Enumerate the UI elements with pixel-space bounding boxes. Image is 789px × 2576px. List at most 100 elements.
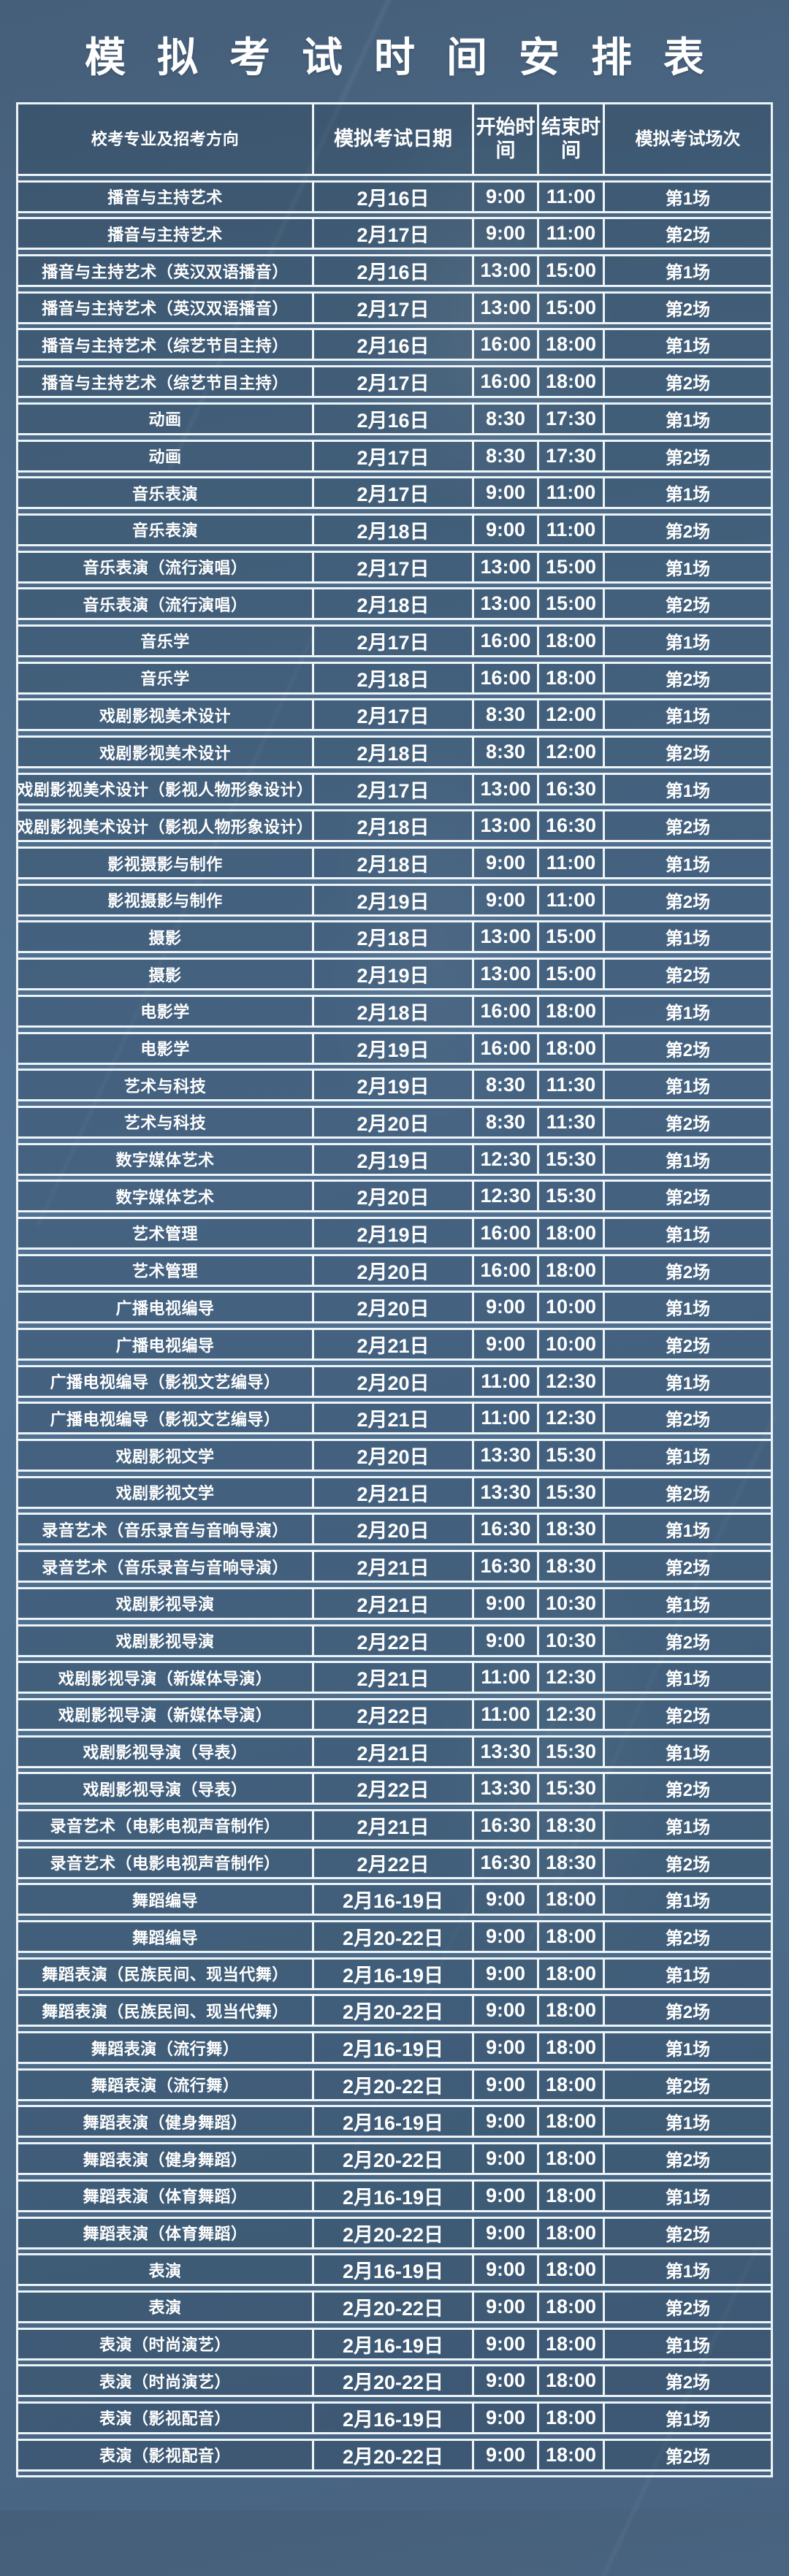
cell-major: 广播电视编导 bbox=[18, 1293, 314, 1322]
cell-date: 2月17日 bbox=[314, 552, 474, 581]
cell-date: 2月20-22日 bbox=[314, 2218, 474, 2247]
table-row: 影视摄影与制作 2月19日 9:00 11:00 第2场 bbox=[18, 883, 771, 917]
table-row: 录音艺术（电影电视声音制作） 2月22日 16:30 18:30 第2场 bbox=[18, 1846, 771, 1879]
table-row: 戏剧影视美术设计 2月18日 8:30 12:00 第2场 bbox=[18, 735, 771, 768]
cell-major: 舞蹈编导 bbox=[18, 1922, 314, 1951]
cell-major: 广播电视编导（影视文艺编导） bbox=[18, 1367, 314, 1396]
cell-date: 2月22日 bbox=[314, 1774, 474, 1803]
cell-end: 18:00 bbox=[539, 1922, 605, 1951]
cell-major: 录音艺术（音乐录音与音响导演） bbox=[18, 1552, 314, 1581]
cell-major: 音乐表演 bbox=[18, 515, 314, 544]
table-row: 舞蹈编导 2月16-19日 9:00 18:00 第1场 bbox=[18, 1883, 771, 1916]
cell-end: 18:00 bbox=[539, 2292, 605, 2321]
table-row: 影视摄影与制作 2月18日 9:00 11:00 第1场 bbox=[18, 846, 771, 880]
table-row: 录音艺术（电影电视声音制作） 2月21日 16:30 18:30 第1场 bbox=[18, 1808, 771, 1842]
cell-session: 第1场 bbox=[665, 1595, 711, 1616]
cell-major: 播音与主持艺术（英汉双语播音） bbox=[18, 293, 314, 322]
cell-major: 广播电视编导（影视文艺编导） bbox=[18, 1404, 314, 1433]
cell-major: 戏剧影视美术设计（影视人物形象设计） bbox=[18, 811, 314, 841]
cell-major: 艺术管理 bbox=[18, 1218, 314, 1247]
cell-start: 16:30 bbox=[474, 1811, 539, 1840]
table-row: 艺术与科技 2月20日 8:30 11:30 第2场 bbox=[18, 1105, 771, 1139]
cell-session: 第2场 bbox=[665, 2225, 711, 2245]
cell-end: 10:00 bbox=[539, 1330, 605, 1358]
cell-session: 第2场 bbox=[665, 2373, 711, 2393]
cell-start: 16:00 bbox=[474, 367, 539, 397]
cell-end: 16:30 bbox=[539, 774, 605, 803]
table-row: 舞蹈编导 2月20-22日 9:00 18:00 第2场 bbox=[18, 1920, 771, 1953]
table-row: 舞蹈表演（健身舞蹈） 2月16-19日 9:00 18:00 第1场 bbox=[18, 2105, 771, 2139]
table-row: 音乐学 2月17日 16:00 18:00 第1场 bbox=[18, 624, 771, 657]
cell-session: 第1场 bbox=[665, 1151, 711, 1172]
cell-date: 2月18日 bbox=[314, 922, 474, 952]
cell-date: 2月21日 bbox=[314, 1811, 474, 1840]
cell-session: 第1场 bbox=[665, 1743, 711, 1764]
cell-session: 第1场 bbox=[665, 2040, 711, 2060]
cell-session: 第1场 bbox=[665, 1892, 711, 1912]
cell-date: 2月17日 bbox=[314, 626, 474, 655]
cell-start: 13:00 bbox=[474, 774, 539, 803]
table-row: 播音与主持艺术（综艺节目主持） 2月16日 16:00 18:00 第1场 bbox=[18, 328, 771, 362]
table-row: 摄影 2月18日 13:00 15:00 第1场 bbox=[18, 920, 771, 954]
table-row: 录音艺术（音乐录音与音响导演） 2月20日 16:30 18:30 第1场 bbox=[18, 1513, 771, 1546]
cell-major: 表演（时尚演艺） bbox=[18, 2366, 314, 2396]
cell-date: 2月20日 bbox=[314, 1107, 474, 1136]
cell-major: 表演 bbox=[18, 2255, 314, 2285]
cell-date: 2月18日 bbox=[314, 996, 474, 1025]
cell-date: 2月18日 bbox=[314, 515, 474, 544]
cell-date: 2月18日 bbox=[314, 589, 474, 619]
table-row: 艺术管理 2月19日 16:00 18:00 第1场 bbox=[18, 1216, 771, 1250]
table-header-row: 校考专业及招考方向 模拟考试日期 开始时间 结束时间 模拟考试场次 bbox=[18, 104, 771, 176]
table-row: 音乐表演 2月18日 9:00 11:00 第2场 bbox=[18, 513, 771, 546]
table-row: 戏剧影视导演 2月21日 9:00 10:30 第1场 bbox=[18, 1586, 771, 1620]
cell-major: 录音艺术（音乐录音与音响导演） bbox=[18, 1515, 314, 1544]
table-row: 广播电视编导（影视文艺编导） 2月20日 11:00 12:30 第1场 bbox=[18, 1364, 771, 1398]
cell-end: 18:00 bbox=[539, 1033, 605, 1063]
cell-date: 2月17日 bbox=[314, 219, 474, 248]
cell-end: 18:00 bbox=[539, 1255, 605, 1285]
cell-major: 表演（影视配音） bbox=[18, 2440, 314, 2469]
cell-session: 第1场 bbox=[665, 1077, 711, 1098]
cell-major: 舞蹈表演（民族民间、现当代舞） bbox=[18, 1959, 314, 1988]
cell-end: 10:30 bbox=[539, 1589, 605, 1618]
cell-start: 9:00 bbox=[474, 2440, 539, 2469]
table-row: 表演（影视配音） 2月16-19日 9:00 18:00 第1场 bbox=[18, 2401, 771, 2434]
cell-major: 戏剧影视导演 bbox=[18, 1626, 314, 1655]
cell-major: 表演（时尚演艺） bbox=[18, 2329, 314, 2358]
cell-major: 广播电视编导 bbox=[18, 1330, 314, 1358]
cell-end: 15:00 bbox=[539, 960, 605, 989]
cell-start: 8:30 bbox=[474, 441, 539, 470]
column-header-major: 校考专业及招考方向 bbox=[18, 104, 314, 174]
cell-start: 9:00 bbox=[474, 1626, 539, 1655]
cell-start: 13:30 bbox=[474, 1441, 539, 1470]
cell-start: 16:00 bbox=[474, 996, 539, 1025]
cell-end: 18:30 bbox=[539, 1848, 605, 1877]
column-header-end: 结束时间 bbox=[539, 104, 605, 174]
cell-major: 舞蹈表演（流行舞） bbox=[18, 2070, 314, 2099]
cell-major: 表演 bbox=[18, 2292, 314, 2321]
cell-session: 第2场 bbox=[665, 1262, 711, 1283]
cell-date: 2月18日 bbox=[314, 738, 474, 766]
cell-date: 2月19日 bbox=[314, 1144, 474, 1174]
cell-date: 2月20-22日 bbox=[314, 2144, 474, 2174]
table-row: 音乐表演（流行演唱） 2月17日 13:00 15:00 第1场 bbox=[18, 550, 771, 584]
cell-end: 18:00 bbox=[539, 2218, 605, 2247]
cell-major: 音乐表演 bbox=[18, 478, 314, 508]
cell-end: 15:30 bbox=[539, 1144, 605, 1174]
cell-start: 11:00 bbox=[474, 1367, 539, 1396]
cell-date: 2月19日 bbox=[314, 1218, 474, 1247]
table-row: 戏剧影视导演（新媒体导演） 2月22日 11:00 12:30 第2场 bbox=[18, 1697, 771, 1731]
cell-start: 16:00 bbox=[474, 626, 539, 655]
table-row: 舞蹈表演（体育舞蹈） 2月20-22日 9:00 18:00 第2场 bbox=[18, 2216, 771, 2250]
cell-date: 2月16-19日 bbox=[314, 2329, 474, 2358]
cell-session: 第2场 bbox=[665, 1854, 711, 1875]
cell-start: 11:00 bbox=[474, 1404, 539, 1433]
cell-end: 11:00 bbox=[539, 219, 605, 248]
cell-date: 2月18日 bbox=[314, 811, 474, 841]
cell-start: 9:00 bbox=[474, 515, 539, 544]
cell-major: 舞蹈表演（体育舞蹈） bbox=[18, 2181, 314, 2210]
cell-session: 第2场 bbox=[665, 818, 711, 838]
cell-end: 11:00 bbox=[539, 515, 605, 544]
cell-end: 18:00 bbox=[539, 2440, 605, 2469]
table-row: 戏剧影视美术设计（影视人物形象设计） 2月17日 13:00 16:30 第1场 bbox=[18, 772, 771, 806]
